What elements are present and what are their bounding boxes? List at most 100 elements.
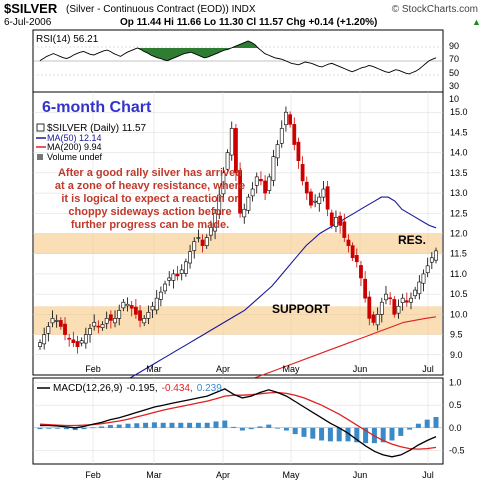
candle-body (250, 188, 255, 197)
macd-histogram-bar (55, 427, 61, 429)
macd-histogram-bar (398, 427, 404, 436)
month-tick-label: Jul (422, 364, 434, 374)
legend-volume: Volume undef (47, 152, 103, 162)
macd-histogram-bar (107, 425, 113, 428)
candle-body (167, 277, 172, 281)
candle-body (146, 312, 151, 319)
candle-body (163, 283, 167, 292)
candle-body (275, 144, 280, 159)
rsi-tick-label: 30 (449, 81, 459, 91)
candle-body (304, 181, 309, 194)
candle-body (96, 325, 101, 328)
macd-histogram-bar (310, 427, 316, 439)
macd-histogram-bar (239, 427, 245, 431)
macd-histogram-bar (151, 422, 157, 428)
ohlc-readout: Op 11.44 Hi 11.66 Lo 11.30 Cl 11.57 Chg … (120, 17, 377, 28)
candle-body (417, 281, 422, 295)
zones (34, 233, 442, 335)
macd-axis: 1.0 0.5 0.0 -0.5 (449, 378, 465, 456)
macd-tick-label: 0.0 (449, 423, 462, 433)
candle-body (158, 291, 163, 300)
candle-body (279, 128, 284, 144)
rsi-tick-label: 70 (449, 54, 459, 64)
macd-histogram-bar (301, 427, 307, 437)
macd-histogram-bar (407, 427, 413, 430)
macd-line (40, 388, 437, 458)
candle-body (413, 289, 418, 297)
candle-body (309, 191, 313, 206)
price-tick-label: 9.5 (450, 330, 463, 340)
macd-histogram-bar (195, 422, 201, 428)
price-axis: 9.0 9.5 10.0 10.5 11.0 11.5 12.0 12.5 13.0 13.5 14… (450, 107, 468, 360)
rsi-axis: 90 70 50 30 10 (449, 41, 459, 104)
rsi-tick-label: 50 (449, 68, 459, 78)
candle-body (263, 180, 267, 194)
macd-histogram-bar (72, 427, 78, 431)
macd-histogram-bar (257, 426, 263, 428)
annotation-note: After a good rally silver has arrived at… (55, 167, 245, 231)
macd-histogram-bar (90, 427, 96, 429)
candle-body (296, 141, 301, 162)
candle-body (175, 273, 180, 277)
candle-body (154, 297, 159, 311)
candle-body (188, 251, 192, 264)
resistance-zone (34, 233, 442, 254)
macd-lines (39, 388, 437, 458)
candle-body (79, 340, 84, 344)
macd-histogram-bar (336, 427, 342, 442)
candle-body (429, 257, 434, 263)
candle-body (259, 179, 263, 182)
macd-panel: 1.0 0.5 0.0 -0.5 Feb Mar Apr May Jun Jul MACD(12… (32, 377, 465, 480)
candle-body (354, 255, 359, 263)
candle-body (242, 208, 247, 218)
note-line: at a zone of heavy resistance, where (55, 180, 245, 192)
month-tick-label: Mar (146, 364, 162, 374)
ticker-title: $SILVER (4, 1, 58, 16)
candle-body (38, 342, 42, 347)
candle-body (338, 215, 343, 226)
macd-histogram-bar (292, 427, 298, 435)
support-label: SUPPORT (272, 302, 331, 316)
candle-body (50, 318, 55, 324)
candle-body (267, 176, 272, 191)
macd-tick-label: -0.5 (449, 445, 465, 455)
signal-line (39, 391, 437, 450)
macd-histogram-bar (222, 420, 228, 428)
legend-ma50: MA(50) 12.14 (47, 133, 102, 143)
copyright: © StockCharts.com (392, 4, 478, 15)
candle-body (379, 301, 384, 315)
candle-body (284, 111, 288, 126)
macd-histogram-bar (248, 427, 254, 430)
macd-histogram-bar (433, 416, 439, 428)
candle-body (192, 241, 197, 251)
candle-body (46, 326, 51, 334)
legend-candle-swatch (36, 123, 45, 132)
candle-body (225, 152, 230, 170)
chg-up-arrow: ▲ (472, 17, 481, 27)
candle-body (92, 322, 97, 327)
note-line: choppy sideways action before (68, 206, 231, 218)
note-line: After a good rally silver has arrived (58, 167, 242, 179)
rsi-overbought-fill (137, 41, 259, 61)
macd-histogram-bar (134, 423, 140, 428)
candle-body (342, 221, 347, 238)
macd-histogram-bar (363, 427, 369, 444)
candle-body (388, 297, 393, 300)
price-tick-label: 10.5 (450, 289, 468, 299)
price-tick-label: 9.0 (450, 350, 463, 360)
candle-body (150, 305, 155, 311)
macd-tick-label: 0.5 (449, 400, 462, 410)
candle-body (254, 176, 259, 186)
candles (38, 106, 438, 354)
candle-body (384, 293, 388, 301)
macd-month-label: Apr (216, 470, 230, 480)
candle-body (229, 128, 234, 156)
candle-body (71, 339, 76, 343)
candle-body (138, 310, 142, 321)
date-label: 6-Jul-2006 (4, 17, 52, 28)
candle-body (209, 227, 213, 236)
macd-histogram-bar (389, 427, 395, 441)
month-tick-label: Feb (85, 364, 101, 374)
macd-histogram-bar (160, 422, 166, 428)
